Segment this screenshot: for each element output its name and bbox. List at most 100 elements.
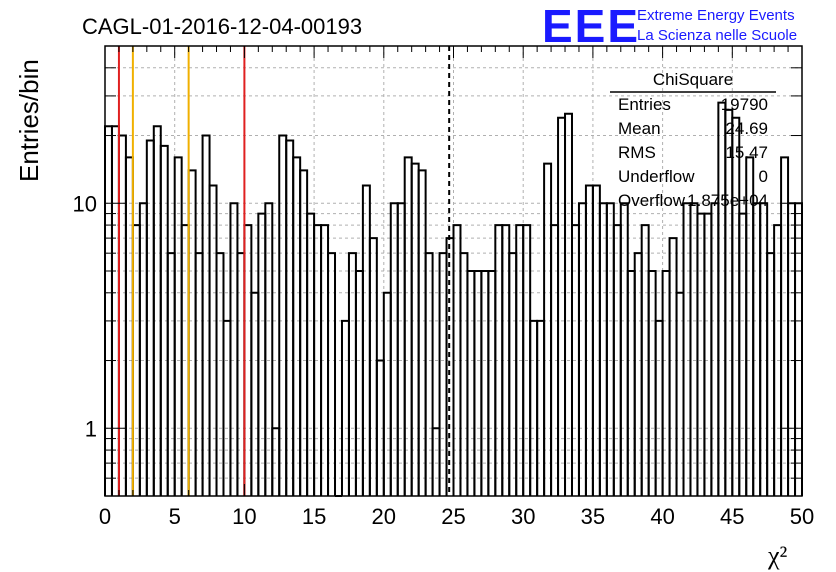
histogram-bin <box>340 319 350 496</box>
x-axis-title: χ² <box>767 541 788 570</box>
histogram-bin <box>647 270 657 496</box>
histogram-bin <box>759 202 769 496</box>
histogram-bin <box>459 252 469 496</box>
histogram-bin <box>675 291 685 496</box>
x-tick-label: 15 <box>302 504 326 529</box>
histogram-bin <box>138 202 148 496</box>
histogram-bin <box>508 252 518 496</box>
stats-label: Overflow <box>618 191 686 210</box>
histogram-bin <box>633 252 643 496</box>
histogram-bin <box>347 252 357 496</box>
histogram-bin <box>529 319 539 496</box>
y-tick-label: 1 <box>85 416 97 441</box>
stats-value: 24.69 <box>725 119 768 138</box>
histogram-bin <box>124 156 134 496</box>
histogram-bin <box>480 270 490 496</box>
histogram-bin <box>703 212 713 496</box>
histogram-bin <box>354 270 364 496</box>
histogram-bin <box>396 202 406 496</box>
histogram-bin <box>598 202 608 496</box>
histogram-bin <box>787 202 797 496</box>
stats-value: 19790 <box>721 95 768 114</box>
x-tick-label: 35 <box>581 504 605 529</box>
x-tick-label: 20 <box>372 504 396 529</box>
histogram-bin <box>389 202 399 496</box>
x-tick-label: 40 <box>650 504 674 529</box>
y-tick-label: 10 <box>73 191 97 216</box>
x-tick-label: 5 <box>169 504 181 529</box>
histogram-bin <box>361 184 371 496</box>
eee-logo: EEE Extreme Energy Events La Scienza nel… <box>542 0 797 52</box>
x-tick-label: 30 <box>511 504 535 529</box>
histogram-bin <box>215 252 225 496</box>
stats-value: 15.47 <box>725 143 768 162</box>
histogram-bin <box>166 252 176 496</box>
stats-label: Underflow <box>618 167 695 186</box>
y-axis: 1 10 <box>73 45 802 497</box>
histogram-bin <box>382 291 392 496</box>
histogram-bin <box>145 139 155 496</box>
histogram-bin <box>557 116 567 496</box>
histogram-bin <box>278 134 288 496</box>
x-tick-label: 45 <box>720 504 744 529</box>
threshold-lines <box>117 46 451 496</box>
histogram-bin <box>689 202 699 496</box>
histogram-bin <box>738 212 748 496</box>
x-tick-label: 25 <box>441 504 465 529</box>
histogram-bin <box>668 237 678 496</box>
stats-label: Entries <box>618 95 671 114</box>
histogram-bin <box>473 270 483 496</box>
histogram-bin <box>717 101 727 496</box>
histogram-bin <box>250 291 260 496</box>
x-axis: 0 5 10 15 20 25 30 35 40 45 50 <box>99 46 814 529</box>
x-tick-label: 0 <box>99 504 111 529</box>
histogram-bin <box>201 134 211 496</box>
histogram-bin <box>110 125 120 496</box>
histogram-bin <box>591 184 601 496</box>
histogram-bin <box>682 202 692 496</box>
stats-label: Mean <box>618 119 661 138</box>
x-tick-label: 10 <box>232 504 256 529</box>
histogram-bin <box>766 252 776 496</box>
histogram-bin <box>292 156 302 496</box>
histogram-bin <box>438 252 448 496</box>
histogram-bin <box>187 169 197 496</box>
histogram-bin <box>577 202 587 496</box>
histogram-bin <box>605 202 615 496</box>
logo-line-2: La Scienza nelle Scuole <box>637 27 797 44</box>
histogram-bin <box>403 156 413 496</box>
x-tick-label: 50 <box>790 504 814 529</box>
histogram-bin <box>466 270 476 496</box>
histogram-bin <box>780 156 790 496</box>
histogram-bin <box>327 252 337 496</box>
histogram-bin <box>236 252 246 496</box>
histogram-bin <box>654 319 664 496</box>
histogram-bin <box>306 212 316 496</box>
histogram-bin <box>257 212 267 496</box>
y-axis-title: Entries/bin <box>14 59 44 182</box>
stats-value: 1.875e+04 <box>687 191 768 210</box>
histogram-bin <box>661 270 671 496</box>
stats-title: ChiSquare <box>653 70 733 89</box>
logo-line-1: Extreme Energy Events <box>637 7 795 24</box>
histogram-bin <box>208 184 218 496</box>
histogram-bin <box>264 202 274 496</box>
histogram-bin <box>584 184 594 496</box>
histogram-bin <box>222 319 232 496</box>
stats-value: 0 <box>759 167 768 186</box>
histogram-bin <box>104 125 113 496</box>
histogram-bin <box>229 202 239 496</box>
histogram-bin <box>536 319 546 496</box>
histogram-bin <box>619 202 629 496</box>
histogram-bin <box>417 169 427 496</box>
histogram-bin <box>194 252 204 496</box>
histogram-bin <box>445 237 455 496</box>
histogram-bin <box>626 270 636 496</box>
histogram-bin <box>152 125 162 496</box>
stats-box: ChiSquare Entries 19790 Mean 24.69 RMS 15.47 U… <box>610 70 776 210</box>
logo-mark: EEE <box>542 0 640 52</box>
histogram-bin <box>368 237 378 496</box>
histogram-bin <box>173 156 183 496</box>
histogram-bin <box>731 116 741 496</box>
